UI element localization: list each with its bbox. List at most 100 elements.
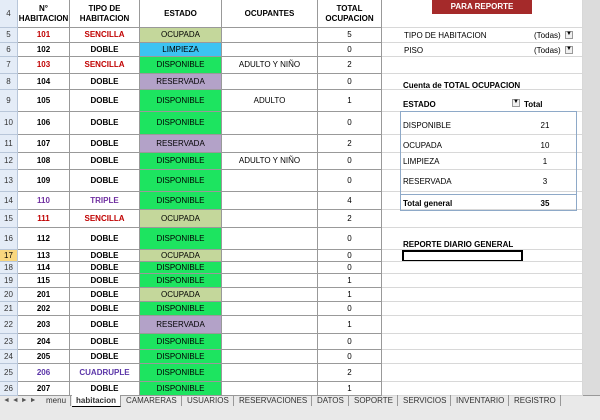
pivot-header-estado: ESTADO (403, 100, 436, 109)
grid-cell (382, 316, 583, 334)
cell-estado: DISPONIBLE (140, 382, 222, 396)
cell-ocupantes (222, 302, 318, 316)
cell-ocupantes (222, 192, 318, 210)
cell-estado: DISPONIBLE (140, 350, 222, 364)
cell-ocupantes (222, 262, 318, 274)
sheet-tab[interactable]: menu (42, 395, 72, 406)
filter-dropdown[interactable]: ▼ (565, 46, 573, 54)
row-number: 7 (0, 57, 18, 74)
cell-tipo: DOBLE (70, 250, 140, 262)
cell-estado: RESERVADA (140, 316, 222, 334)
cell-numero: 112 (18, 228, 70, 250)
cell-ocupantes (222, 350, 318, 364)
grid-cell (382, 74, 583, 90)
cell-tipo: DOBLE (70, 170, 140, 192)
row-number: 23 (0, 334, 18, 350)
cell-total: 1 (318, 90, 382, 112)
pivot-row-total: 3 (542, 177, 548, 186)
cell-ocupantes (222, 43, 318, 57)
grid-cell (382, 170, 583, 192)
cell-estado: LIMPIEZA (140, 43, 222, 57)
row-number: 5 (0, 28, 18, 43)
cell-total: 1 (318, 316, 382, 334)
row-number: 18 (0, 262, 18, 274)
report-label: REPORTE DIARIO GENERAL (403, 240, 514, 249)
grid-cell (382, 112, 583, 135)
cell-numero: 105 (18, 90, 70, 112)
pivot-total-line (400, 194, 577, 195)
filter-value: (Todas) (534, 46, 561, 55)
cell-tipo: DOBLE (70, 350, 140, 364)
row-number: 24 (0, 350, 18, 364)
cell-ocupantes (222, 210, 318, 228)
sheet-tab[interactable]: DATOS (313, 395, 349, 406)
row-number: 13 (0, 170, 18, 192)
cell-ocupantes (222, 228, 318, 250)
cell-estado: DISPONIBLE (140, 57, 222, 74)
cell-estado: DISPONIBLE (140, 274, 222, 288)
scroll-panel (583, 0, 600, 396)
cell-total: 5 (318, 28, 382, 43)
cell-estado: RESERVADA (140, 135, 222, 153)
cell-ocupantes: ADULTO (222, 90, 318, 112)
cell-numero: 206 (18, 364, 70, 382)
cell-ocupantes (222, 112, 318, 135)
cell-total: 1 (318, 288, 382, 302)
cell-total: 0 (318, 74, 382, 90)
grid-cell (382, 57, 583, 74)
sheet-tab[interactable]: USUARIOS (183, 395, 234, 406)
sheet-tab[interactable]: CAMARERAS (122, 395, 182, 406)
cell-tipo: SENCILLA (70, 210, 140, 228)
cell-estado: OCUPADA (140, 210, 222, 228)
grid-cell (382, 350, 583, 364)
column-header: N° HABITACION (18, 0, 70, 28)
tab-nav[interactable]: ◄ ◄ ► ► (3, 397, 37, 404)
filter-value: (Todas) (534, 31, 561, 40)
cell-numero: 113 (18, 250, 70, 262)
pivot-box (400, 111, 577, 211)
cell-ocupantes (222, 274, 318, 288)
cell-estado: OCUPADA (140, 250, 222, 262)
cell-tipo: DOBLE (70, 74, 140, 90)
cell-total: 0 (318, 334, 382, 350)
cell-numero: 103 (18, 57, 70, 74)
sheet-tab[interactable]: SERVICIOS (399, 395, 452, 406)
cell-ocupantes (222, 28, 318, 43)
cell-ocupantes (222, 170, 318, 192)
cell-ocupantes (222, 334, 318, 350)
cell-total: 2 (318, 364, 382, 382)
sheet-tab[interactable]: REGISTRO (510, 395, 561, 406)
row-number: 26 (0, 382, 18, 396)
pivot-dropdown[interactable]: ▼ (512, 99, 520, 107)
grid-cell (382, 382, 583, 396)
cell-total: 2 (318, 135, 382, 153)
cell-total: 0 (318, 250, 382, 262)
cell-total: 0 (318, 153, 382, 170)
sheet-tab[interactable]: RESERVACIONES (235, 395, 313, 406)
grid-cell (382, 250, 583, 262)
column-header: ESTADO (140, 0, 222, 28)
cell-total: 1 (318, 382, 382, 396)
sheet-tab[interactable]: SOPORTE (350, 395, 398, 406)
grid-cell (382, 0, 583, 28)
cell-estado: DISPONIBLE (140, 262, 222, 274)
row-number: 20 (0, 288, 18, 302)
cell-tipo: DOBLE (70, 153, 140, 170)
filter-dropdown[interactable]: ▼ (565, 31, 573, 39)
cell-estado: OCUPADA (140, 28, 222, 43)
cell-tipo: SENCILLA (70, 57, 140, 74)
cell-numero: 201 (18, 288, 70, 302)
grid-cell (382, 43, 583, 57)
grid-cell (382, 364, 583, 382)
cell-total: 0 (318, 350, 382, 364)
row-number: 4 (0, 0, 18, 28)
report-button[interactable]: PARA REPORTE (432, 0, 532, 14)
sheet-tab[interactable]: INVENTARIO (452, 395, 510, 406)
row-number: 9 (0, 90, 18, 112)
row-number: 25 (0, 364, 18, 382)
cell-ocupantes (222, 250, 318, 262)
cell-numero: 107 (18, 135, 70, 153)
sheet-tab[interactable]: habitacion (72, 395, 122, 407)
cell-tipo: DOBLE (70, 302, 140, 316)
